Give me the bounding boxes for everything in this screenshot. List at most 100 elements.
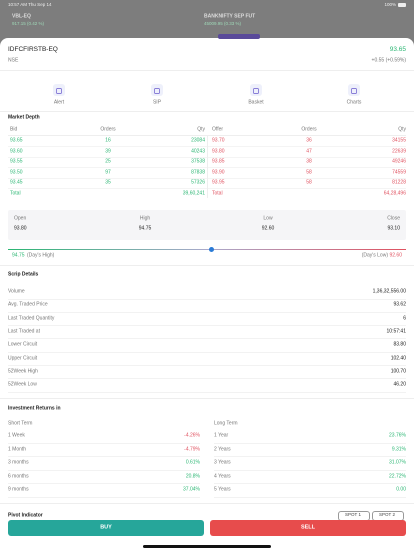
- return-value: 9.31%: [391, 446, 406, 452]
- detail-label: Upper Circuit: [8, 355, 38, 361]
- divider: [8, 456, 200, 457]
- bg-tab: [218, 34, 260, 39]
- bid-cell: 93.60: [10, 148, 23, 155]
- depth-split: [207, 136, 208, 198]
- action-icon[interactable]: [348, 84, 360, 96]
- action-icon[interactable]: [250, 84, 262, 96]
- buy-button[interactable]: [8, 520, 204, 536]
- status-battery: 100%: [384, 1, 396, 7]
- column-header: Qty: [398, 126, 406, 133]
- divider: [8, 298, 406, 300]
- column-header: Bid: [10, 126, 18, 133]
- bid-cell: 35: [105, 179, 111, 186]
- detail-label: Lower Circuit: [8, 341, 38, 348]
- return-value: 20.8%: [185, 473, 200, 479]
- return-value: -4.26%: [184, 432, 200, 439]
- range-marker: [209, 247, 214, 252]
- detail-value: 10:57:41: [386, 328, 406, 335]
- spot-label: SPOT 2: [379, 511, 395, 517]
- return-label: 4 Years: [214, 473, 231, 479]
- bid-cell: 39: [105, 148, 111, 155]
- return-value: 31.07%: [389, 459, 406, 466]
- divider: [0, 398, 414, 399]
- action-label: Basket: [248, 99, 264, 106]
- price: 93.65: [389, 45, 406, 53]
- detail-value: 93.62: [393, 301, 406, 308]
- column-header: Offer: [212, 126, 224, 133]
- sell-label: SELL: [300, 524, 316, 531]
- offer-cell: 49246: [392, 158, 406, 165]
- offer-cell: 38: [306, 158, 312, 165]
- detail-value: 46.20: [393, 381, 406, 388]
- return-label: 9 months: [8, 486, 29, 493]
- divider: [214, 456, 406, 457]
- ohlc-label: Open: [14, 215, 27, 222]
- detail-value: 1,36,32,556.00: [372, 288, 406, 295]
- divider: [8, 338, 406, 340]
- bid-cell: 25: [105, 158, 111, 165]
- status-time: 10:57 AM Thu Sep 14: [8, 1, 52, 7]
- detail-label: Last Traded Quantity: [8, 315, 55, 322]
- day-high: 94.75: [12, 252, 25, 259]
- sell-button[interactable]: [210, 520, 406, 536]
- day-high-label: (Day's High): [27, 252, 55, 259]
- return-label: 3 Years: [214, 459, 231, 466]
- returns-subtitle: Short Term: [8, 420, 33, 427]
- divider: [8, 351, 406, 353]
- divider: [214, 483, 406, 484]
- section-title: Scrip Details: [8, 271, 39, 278]
- bid-cell: 57326: [191, 179, 205, 186]
- divider: [8, 325, 406, 327]
- divider: [214, 496, 406, 498]
- detail-label: 52Week High: [8, 368, 38, 375]
- bid-cell: 37538: [191, 158, 205, 165]
- divider: [8, 378, 406, 380]
- divider: [214, 469, 406, 471]
- offer-cell: 93.95: [212, 179, 225, 186]
- return-label: 1 Year: [214, 432, 229, 439]
- divider: [0, 111, 414, 112]
- returns-subtitle: Long Term: [214, 420, 238, 427]
- offer-cell: 93.80: [212, 148, 225, 155]
- battery-icon: [398, 3, 406, 7]
- detail-value: 83.80: [393, 341, 406, 348]
- bid-cell: 16: [105, 137, 111, 144]
- divider: [0, 265, 414, 266]
- detail-value: 100.70: [390, 368, 406, 375]
- bg-symbol: BANKNIFTY SEP FUT: [204, 13, 256, 20]
- action-icon[interactable]: [53, 84, 65, 96]
- detail-label: Volume: [8, 288, 25, 295]
- action-icon[interactable]: [151, 84, 163, 96]
- detail-value: 102.40: [390, 355, 406, 361]
- divider: [8, 391, 406, 393]
- action-label: Charts: [346, 99, 362, 106]
- divider: [8, 483, 200, 484]
- bid-cell: 40243: [191, 148, 205, 155]
- day-low-label: (Day's Low): [361, 252, 388, 259]
- bg-quote: 45009.95 (0.33 %): [204, 20, 242, 26]
- range-track: [8, 249, 406, 250]
- divider: [8, 311, 406, 313]
- section-title: Pivot Indicator: [8, 512, 43, 519]
- offer-cell: 36: [306, 137, 312, 144]
- offer-cell: 93.70: [212, 137, 225, 144]
- exchange: NSE: [8, 57, 19, 64]
- divider: [8, 442, 200, 444]
- bid-cell: 97: [105, 169, 111, 176]
- offer-cell: 47: [306, 148, 312, 155]
- detail-sheet: [0, 38, 414, 552]
- bid-cell: 93.45: [10, 179, 23, 186]
- return-value: 23.76%: [389, 432, 406, 439]
- ohlc-value: 93.80: [14, 225, 27, 232]
- total-label: Total: [212, 190, 223, 197]
- ohlc-label: High: [139, 215, 151, 222]
- section-title: Market Depth: [8, 114, 40, 121]
- detail-label: 52Week Low: [8, 381, 37, 388]
- offer-cell: 58: [306, 179, 312, 186]
- return-value: 37.04%: [183, 486, 200, 493]
- detail-label: Avg. Traded Price: [8, 301, 48, 308]
- change: +0.55 (+0.59%): [371, 57, 406, 64]
- return-label: 1 Month: [8, 446, 27, 452]
- return-label: 3 months: [8, 459, 29, 466]
- bid-cell: 23084: [191, 137, 205, 144]
